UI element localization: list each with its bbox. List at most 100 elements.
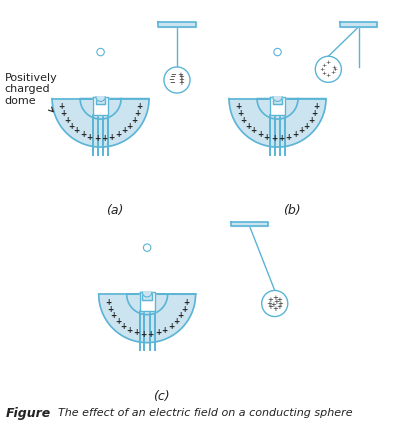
Text: +: + (311, 109, 318, 119)
Text: +: + (304, 122, 310, 130)
Text: +: + (110, 311, 117, 320)
Polygon shape (99, 294, 196, 343)
Text: +: + (264, 133, 270, 142)
Text: +: + (319, 67, 324, 72)
Text: +: + (257, 130, 263, 139)
Text: Positively
charged
dome: Positively charged dome (4, 73, 57, 112)
Text: −: − (170, 72, 176, 78)
Text: +: + (251, 126, 257, 135)
Text: +: + (120, 322, 127, 331)
Text: +: + (140, 330, 147, 339)
Text: +: + (173, 317, 179, 326)
Text: +: + (237, 109, 244, 119)
Circle shape (315, 56, 341, 82)
Text: +: + (278, 300, 283, 307)
Text: +: + (115, 130, 121, 139)
Polygon shape (270, 97, 285, 116)
Circle shape (274, 48, 281, 56)
Text: +: + (278, 134, 284, 143)
Polygon shape (52, 99, 149, 147)
Text: +: + (179, 74, 184, 80)
Text: +: + (245, 122, 252, 130)
Circle shape (97, 48, 104, 56)
Text: −: − (169, 74, 175, 80)
Text: +: + (183, 298, 189, 307)
Text: +: + (178, 311, 184, 320)
Polygon shape (142, 292, 152, 297)
Text: +: + (105, 298, 111, 307)
Polygon shape (96, 97, 105, 102)
Text: +: + (178, 72, 184, 78)
Text: +: + (271, 134, 277, 143)
Text: +: + (108, 133, 114, 142)
Text: +: + (274, 299, 280, 305)
Text: +: + (326, 73, 331, 78)
Text: +: + (155, 328, 161, 337)
Text: +: + (107, 305, 113, 314)
Text: +: + (179, 80, 184, 86)
Text: +: + (298, 126, 304, 135)
Text: +: + (74, 126, 80, 135)
Text: +: + (94, 134, 100, 143)
Text: +: + (127, 122, 133, 130)
Text: +: + (276, 304, 282, 310)
Text: +: + (285, 133, 291, 142)
Text: −: − (169, 80, 175, 86)
Text: +: + (241, 116, 247, 125)
Circle shape (164, 67, 190, 93)
Text: Figure: Figure (6, 407, 51, 420)
Polygon shape (273, 97, 282, 102)
Text: +: + (58, 102, 65, 112)
Polygon shape (93, 97, 108, 116)
Text: −: − (168, 77, 174, 83)
Text: +: + (134, 109, 141, 119)
Text: +: + (101, 134, 107, 143)
Text: +: + (133, 328, 140, 337)
Text: +: + (127, 326, 133, 335)
Text: +: + (272, 295, 278, 301)
Text: (a): (a) (106, 204, 123, 217)
Text: +: + (267, 297, 273, 303)
Text: The effect of an electric field on a conducting sphere: The effect of an electric field on a con… (58, 409, 352, 419)
Polygon shape (273, 97, 282, 104)
Text: +: + (235, 102, 241, 112)
Text: +: + (270, 303, 276, 308)
Text: +: + (321, 63, 326, 68)
Polygon shape (158, 22, 196, 27)
Text: +: + (162, 326, 168, 335)
Polygon shape (96, 97, 105, 104)
Text: +: + (148, 330, 154, 339)
Text: +: + (181, 305, 187, 314)
Text: (c): (c) (153, 390, 169, 403)
Text: +: + (60, 109, 67, 119)
Text: +: + (276, 297, 282, 303)
Text: (b): (b) (283, 204, 300, 217)
Text: +: + (331, 65, 337, 70)
Text: +: + (68, 122, 74, 130)
Circle shape (143, 244, 151, 252)
Polygon shape (229, 99, 326, 147)
Polygon shape (140, 292, 155, 311)
Polygon shape (231, 221, 268, 226)
Text: +: + (266, 300, 272, 307)
Polygon shape (340, 22, 377, 27)
Text: +: + (131, 116, 138, 125)
Text: +: + (80, 130, 86, 139)
Text: +: + (115, 317, 121, 326)
Text: +: + (313, 102, 320, 112)
Text: +: + (64, 116, 70, 125)
Text: +: + (121, 126, 127, 135)
Text: +: + (87, 133, 93, 142)
Text: +: + (179, 77, 184, 83)
Text: +: + (272, 306, 278, 312)
Text: +: + (332, 67, 337, 72)
Text: +: + (168, 322, 174, 331)
Text: +: + (326, 60, 331, 65)
Text: +: + (267, 304, 273, 310)
Text: +: + (292, 130, 298, 139)
Text: +: + (137, 102, 143, 112)
Text: +: + (308, 116, 314, 125)
Text: +: + (321, 71, 326, 75)
Text: +: + (330, 70, 336, 75)
Polygon shape (142, 292, 152, 300)
